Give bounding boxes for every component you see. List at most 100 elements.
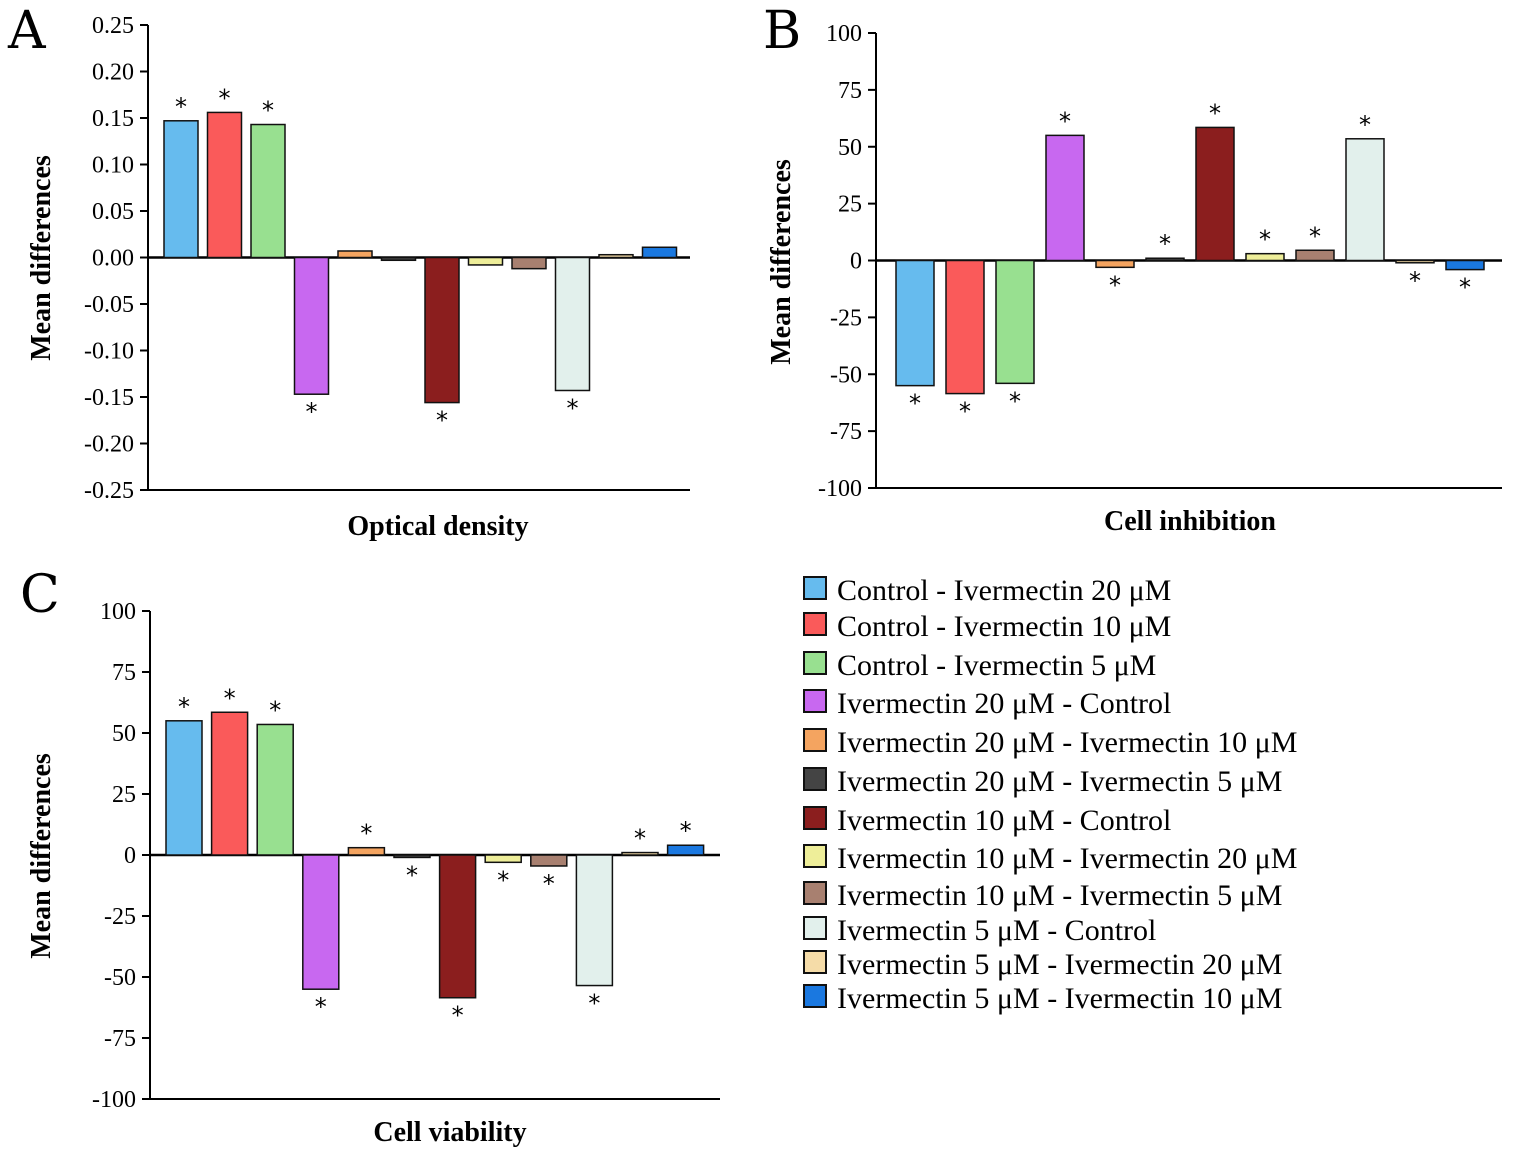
- y-tick-label: -75: [104, 1026, 136, 1052]
- legend-swatch: [803, 844, 827, 868]
- y-tick-label: 50: [112, 721, 136, 747]
- significance-star: *: [1459, 274, 1471, 302]
- bar-b-10: [1345, 138, 1385, 262]
- legend-label: Ivermectin 10 μM - Control: [837, 804, 1171, 837]
- bar-b-3: [995, 259, 1035, 385]
- x-axis-label-b: Cell inhibition: [1104, 506, 1276, 537]
- panel-b: B Mean differences Cell inhibition 100 75…: [763, 1, 1502, 537]
- significance-star: *: [1359, 111, 1371, 139]
- bar-b-4: [1045, 134, 1085, 262]
- bar-b-1: [895, 259, 935, 387]
- significance-star: *: [306, 398, 318, 426]
- y-tick-label: 0: [124, 843, 136, 869]
- significance-star: *: [909, 390, 921, 418]
- y-tick-label: -50: [104, 965, 136, 991]
- bar-a-2: [206, 111, 243, 259]
- bar-c-10: [575, 854, 614, 987]
- y-tick-label: -100: [92, 1087, 136, 1113]
- bar-c-1: [165, 720, 203, 856]
- bar-c-9: [530, 854, 568, 867]
- significance-star: *: [1009, 387, 1021, 415]
- significance-star: *: [224, 684, 236, 712]
- y-tick-label: -0.05: [84, 292, 134, 318]
- significance-star: *: [959, 398, 971, 426]
- significance-star: *: [543, 870, 555, 898]
- bar-a-12: [641, 246, 678, 259]
- bar-c-5: [347, 846, 386, 856]
- y-tick-label: 75: [112, 660, 136, 686]
- y-tick-label: 0.10: [92, 153, 134, 179]
- y-tick-label: -75: [830, 419, 862, 445]
- bar-a-11: [598, 253, 634, 259]
- legend-swatch: [803, 728, 827, 752]
- legend-label: Ivermectin 10 μM - Ivermectin 20 μM: [837, 842, 1297, 875]
- legend-label: Control - Ivermectin 20 μM: [837, 574, 1171, 607]
- bar-b-6: [1145, 257, 1185, 262]
- panel-letter-a: A: [7, 1, 47, 61]
- legend-swatch: [803, 806, 827, 830]
- x-axis-label-a: Optical density: [347, 511, 528, 542]
- bar-c-7: [438, 854, 477, 999]
- significance-star: *: [1159, 230, 1171, 258]
- bar-a-7: [424, 256, 460, 404]
- y-tick-label: 0.05: [92, 199, 134, 225]
- legend-swatch: [803, 576, 827, 600]
- bar-a-3: [250, 123, 286, 259]
- significance-star: *: [497, 866, 509, 894]
- bar-c-6: [393, 854, 431, 859]
- bar-a-5: [337, 250, 373, 259]
- significance-star: *: [219, 84, 231, 112]
- y-tick-label: -25: [830, 305, 862, 331]
- legend-swatch: [803, 950, 827, 974]
- legend-label: Ivermectin 20 μM - Control: [837, 687, 1171, 720]
- significance-star: *: [1309, 222, 1321, 250]
- significance-star: *: [588, 990, 600, 1018]
- y-tick-label: 100: [826, 21, 862, 47]
- panel-a: A Mean differences Optical density 0.25 0…: [7, 1, 690, 542]
- y-tick-label: 50: [838, 135, 862, 161]
- significance-star: *: [269, 696, 281, 724]
- legend-label: Control - Ivermectin 10 μM: [837, 610, 1171, 643]
- significance-star: *: [1209, 99, 1221, 127]
- bar-c-12: [666, 844, 705, 856]
- panel-letter-b: B: [763, 1, 801, 61]
- significance-star: *: [262, 97, 274, 125]
- legend-label: Ivermectin 20 μM - Ivermectin 10 μM: [837, 726, 1297, 759]
- bar-b-2: [945, 259, 985, 395]
- legend-label: Ivermectin 10 μM - Ivermectin 5 μM: [837, 879, 1282, 912]
- legend-label: Ivermectin 5 μM - Control: [837, 914, 1156, 947]
- y-tick-label: 75: [838, 78, 862, 104]
- significance-star: *: [1109, 271, 1121, 299]
- significance-star: *: [436, 407, 448, 435]
- significance-star: *: [680, 817, 692, 845]
- legend-label: Control - Ivermectin 5 μM: [837, 649, 1156, 682]
- bar-a-1: [163, 120, 199, 259]
- legend-swatch: [803, 689, 827, 713]
- bar-b-12: [1445, 259, 1485, 271]
- bar-a-9: [511, 256, 547, 270]
- bar-c-4: [302, 854, 340, 990]
- bar-b-8: [1245, 252, 1285, 262]
- bar-b-7: [1195, 126, 1235, 262]
- legend-label: Ivermectin 5 μM - Ivermectin 20 μM: [837, 948, 1282, 981]
- legend-swatch: [803, 767, 827, 791]
- legend-swatch: [803, 612, 827, 636]
- y-tick-label: -0.20: [84, 432, 134, 458]
- significance-star: *: [175, 93, 187, 121]
- bar-c-2: [210, 711, 249, 856]
- bar-a-10: [554, 256, 591, 392]
- y-tick-label: 0.20: [92, 60, 134, 86]
- significance-star: *: [634, 825, 646, 853]
- bar-a-6: [380, 256, 417, 262]
- significance-star: *: [1259, 226, 1271, 254]
- bar-a-4: [293, 256, 330, 395]
- bar-c-11: [621, 851, 659, 856]
- y-axis-label-a: Mean differences: [26, 155, 57, 361]
- legend-swatch: [803, 916, 827, 940]
- y-tick-label: 25: [838, 192, 862, 218]
- bar-c-3: [256, 723, 294, 856]
- legend-swatch: [803, 651, 827, 675]
- y-tick-label: 0: [850, 249, 862, 275]
- y-tick-label: 25: [112, 782, 136, 808]
- y-tick-label: -50: [830, 362, 862, 388]
